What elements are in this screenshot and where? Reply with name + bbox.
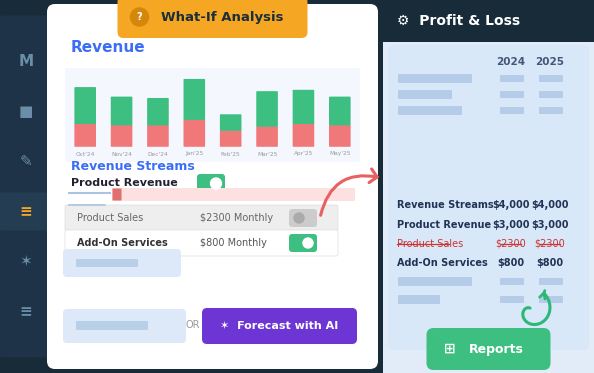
FancyBboxPatch shape — [147, 125, 169, 147]
Text: $4,000: $4,000 — [492, 200, 530, 210]
FancyBboxPatch shape — [293, 123, 314, 147]
Circle shape — [303, 238, 313, 248]
Text: $3,000: $3,000 — [492, 220, 530, 230]
FancyBboxPatch shape — [65, 205, 338, 231]
Text: ✶  Forecast with AI: ✶ Forecast with AI — [220, 321, 338, 331]
FancyBboxPatch shape — [76, 321, 148, 330]
Text: Product Revenue: Product Revenue — [397, 220, 491, 230]
Text: May'25: May'25 — [329, 151, 350, 157]
FancyBboxPatch shape — [0, 192, 54, 231]
Text: Apr'25: Apr'25 — [294, 151, 313, 157]
FancyBboxPatch shape — [289, 209, 317, 227]
FancyBboxPatch shape — [74, 123, 96, 147]
Text: Add-On Services: Add-On Services — [77, 238, 168, 248]
FancyBboxPatch shape — [289, 234, 317, 252]
FancyBboxPatch shape — [383, 0, 594, 42]
FancyBboxPatch shape — [388, 45, 589, 350]
Text: $2300: $2300 — [535, 239, 565, 249]
Text: $800: $800 — [497, 258, 525, 268]
FancyBboxPatch shape — [329, 97, 350, 125]
FancyBboxPatch shape — [184, 119, 205, 147]
Text: 2025: 2025 — [536, 57, 564, 67]
FancyBboxPatch shape — [539, 75, 563, 82]
Circle shape — [210, 178, 222, 189]
Text: $2300 Monthly: $2300 Monthly — [200, 213, 273, 223]
Text: Revenue Streams: Revenue Streams — [71, 160, 195, 172]
FancyBboxPatch shape — [0, 16, 55, 357]
Text: M: M — [18, 54, 34, 69]
Text: Product Revenue: Product Revenue — [71, 178, 178, 188]
FancyBboxPatch shape — [329, 125, 350, 147]
FancyBboxPatch shape — [293, 90, 314, 124]
FancyBboxPatch shape — [76, 259, 138, 267]
Text: ≡: ≡ — [20, 304, 33, 319]
FancyBboxPatch shape — [220, 114, 242, 131]
Circle shape — [131, 8, 148, 26]
Text: ≡: ≡ — [20, 204, 33, 219]
FancyBboxPatch shape — [118, 0, 308, 38]
FancyBboxPatch shape — [63, 249, 181, 277]
Text: Mar'25: Mar'25 — [257, 151, 277, 157]
Text: ■: ■ — [19, 104, 33, 119]
Text: Product Sales: Product Sales — [77, 213, 143, 223]
Text: ⊞: ⊞ — [444, 342, 456, 356]
FancyBboxPatch shape — [500, 91, 524, 98]
FancyBboxPatch shape — [256, 126, 278, 147]
Text: OR: OR — [186, 320, 200, 330]
FancyBboxPatch shape — [197, 174, 225, 193]
FancyBboxPatch shape — [500, 296, 524, 303]
Text: Revenue Streams: Revenue Streams — [397, 200, 494, 210]
FancyBboxPatch shape — [74, 87, 96, 124]
Text: ⚙  Profit & Loss: ⚙ Profit & Loss — [397, 14, 520, 28]
FancyBboxPatch shape — [110, 97, 132, 125]
Text: Nov'24: Nov'24 — [111, 151, 132, 157]
FancyBboxPatch shape — [500, 107, 524, 114]
FancyBboxPatch shape — [539, 296, 563, 303]
Text: $4,000: $4,000 — [531, 200, 568, 210]
FancyBboxPatch shape — [112, 188, 122, 201]
Text: Add-On Services: Add-On Services — [397, 258, 488, 268]
FancyBboxPatch shape — [63, 309, 186, 343]
FancyBboxPatch shape — [398, 277, 472, 286]
Text: Feb'25: Feb'25 — [221, 151, 241, 157]
FancyBboxPatch shape — [202, 308, 357, 344]
Text: Oct'24: Oct'24 — [75, 151, 95, 157]
Text: 2024: 2024 — [497, 57, 526, 67]
Text: $800: $800 — [536, 258, 564, 268]
Text: $3,000: $3,000 — [531, 220, 568, 230]
FancyBboxPatch shape — [220, 130, 242, 147]
Text: Reports: Reports — [469, 342, 524, 355]
Text: ✶: ✶ — [20, 254, 33, 269]
FancyBboxPatch shape — [539, 278, 563, 285]
Text: ✎: ✎ — [20, 154, 33, 169]
Circle shape — [294, 213, 304, 223]
FancyBboxPatch shape — [383, 42, 594, 373]
FancyBboxPatch shape — [110, 125, 132, 147]
FancyBboxPatch shape — [147, 98, 169, 125]
Text: ?: ? — [137, 12, 143, 22]
FancyBboxPatch shape — [398, 74, 472, 83]
Text: $2300: $2300 — [495, 239, 526, 249]
Text: Jan'25: Jan'25 — [185, 151, 203, 157]
Text: Dec'24: Dec'24 — [147, 151, 168, 157]
FancyBboxPatch shape — [47, 4, 378, 369]
FancyBboxPatch shape — [500, 75, 524, 82]
FancyBboxPatch shape — [256, 91, 278, 127]
Text: $800 Monthly: $800 Monthly — [200, 238, 267, 248]
FancyBboxPatch shape — [398, 90, 452, 99]
FancyBboxPatch shape — [112, 188, 355, 201]
FancyArrowPatch shape — [321, 169, 377, 215]
FancyBboxPatch shape — [539, 91, 563, 98]
FancyBboxPatch shape — [184, 79, 205, 120]
FancyBboxPatch shape — [398, 106, 462, 115]
FancyBboxPatch shape — [426, 328, 551, 370]
FancyBboxPatch shape — [65, 230, 338, 256]
FancyBboxPatch shape — [539, 107, 563, 114]
FancyBboxPatch shape — [65, 68, 360, 162]
FancyBboxPatch shape — [398, 295, 440, 304]
Text: Revenue: Revenue — [71, 41, 146, 56]
FancyBboxPatch shape — [500, 278, 524, 285]
Text: What-If Analysis: What-If Analysis — [161, 10, 284, 23]
Text: Product Sales: Product Sales — [397, 239, 463, 249]
